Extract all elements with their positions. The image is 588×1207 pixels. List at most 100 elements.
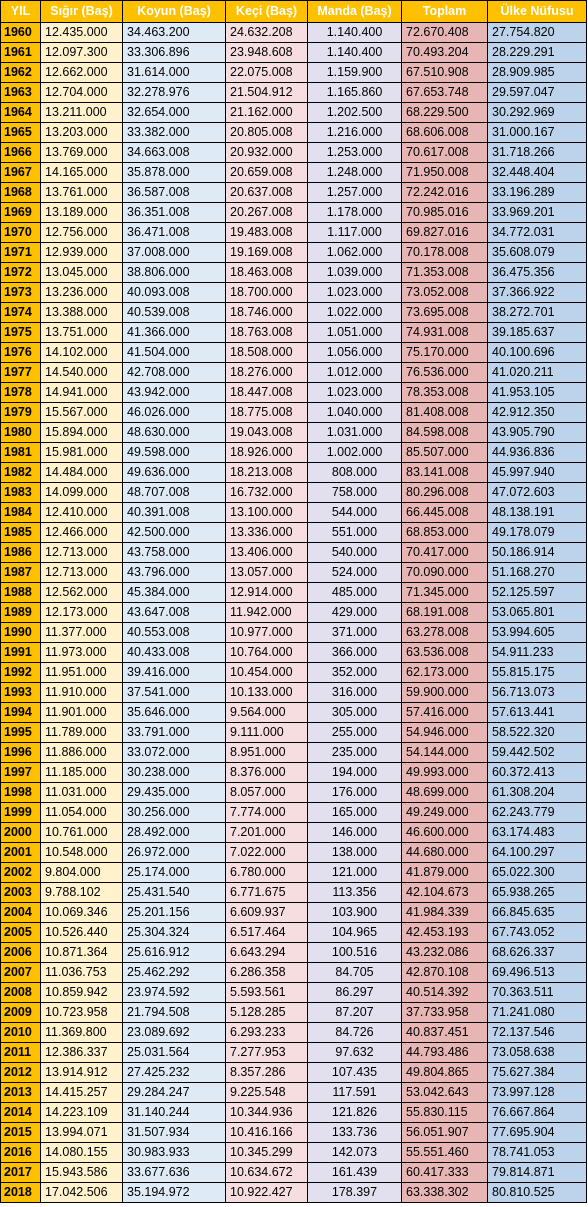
table-row: 1991 11.973.000 40.433.008 10.764.000 366.00… <box>0 642 587 663</box>
population-cell: 76.667.864 <box>487 1102 587 1123</box>
sheep-cell: 40.093.008 <box>122 282 226 303</box>
population-cell: 41.020.211 <box>487 362 587 383</box>
buffalo-cell: 366.000 <box>307 642 402 663</box>
goat-cell: 6.517.464 <box>225 922 308 943</box>
cattle-cell: 13.761.000 <box>40 182 123 203</box>
cattle-cell: 10.069.346 <box>40 902 123 923</box>
population-cell: 35.608.079 <box>487 242 587 263</box>
population-cell: 31.718.266 <box>487 142 587 163</box>
population-cell: 38.272.701 <box>487 302 587 323</box>
buffalo-cell: 305.000 <box>307 702 402 723</box>
population-cell: 56.713.073 <box>487 682 587 703</box>
goat-cell: 19.043.008 <box>225 422 308 443</box>
population-cell: 53.994.605 <box>487 622 587 643</box>
cattle-cell: 17.042.506 <box>40 1182 123 1203</box>
sheep-cell: 35.646.000 <box>122 702 226 723</box>
total-cell: 70.493.204 <box>401 42 488 63</box>
sheep-cell: 21.794.508 <box>122 1002 226 1023</box>
buffalo-cell: 1.022.000 <box>307 302 402 323</box>
total-cell: 53.042.643 <box>401 1082 488 1103</box>
goat-cell: 6.286.358 <box>225 962 308 983</box>
cattle-cell: 13.203.000 <box>40 122 123 143</box>
total-cell: 48.699.000 <box>401 782 488 803</box>
table-row: 2011 12.386.337 25.031.564 7.277.953 97.632 4… <box>0 1042 587 1063</box>
goat-cell: 8.951.000 <box>225 742 308 763</box>
total-cell: 42.870.108 <box>401 962 488 983</box>
year-cell: 1973 <box>0 282 41 303</box>
total-cell: 83.141.008 <box>401 462 488 483</box>
goat-cell: 19.169.008 <box>225 242 308 263</box>
sheep-cell: 38.806.000 <box>122 262 226 283</box>
cattle-cell: 12.386.337 <box>40 1042 123 1063</box>
goat-cell: 23.948.608 <box>225 42 308 63</box>
total-cell: 49.804.865 <box>401 1062 488 1083</box>
sheep-cell: 43.796.000 <box>122 562 226 583</box>
goat-cell: 5.593.561 <box>225 982 308 1003</box>
sheep-cell: 49.598.000 <box>122 442 226 463</box>
table-row: 1976 14.102.000 41.504.000 18.508.000 1.056.… <box>0 342 587 363</box>
population-cell: 73.997.128 <box>487 1082 587 1103</box>
cattle-cell: 13.914.912 <box>40 1062 123 1083</box>
buffalo-cell: 808.000 <box>307 462 402 483</box>
sheep-cell: 37.541.000 <box>122 682 226 703</box>
year-cell: 1992 <box>0 662 41 683</box>
total-cell: 73.695.008 <box>401 302 488 323</box>
column-header-cattle: Sığır (Baş) <box>40 0 123 23</box>
population-cell: 68.626.337 <box>487 942 587 963</box>
buffalo-cell: 176.000 <box>307 782 402 803</box>
buffalo-cell: 551.000 <box>307 522 402 543</box>
buffalo-cell: 194.000 <box>307 762 402 783</box>
buffalo-cell: 84.726 <box>307 1022 402 1043</box>
total-cell: 42.104.673 <box>401 882 488 903</box>
sheep-cell: 30.256.000 <box>122 802 226 823</box>
table-row: 1998 11.031.000 29.435.000 8.057.000 176.000… <box>0 782 587 803</box>
table-row: 1963 12.704.000 32.278.976 21.504.912 1.165.… <box>0 82 587 103</box>
population-cell: 58.522.320 <box>487 722 587 743</box>
cattle-cell: 13.189.000 <box>40 202 123 223</box>
year-cell: 1967 <box>0 162 41 183</box>
table-row: 1960 12.435.000 34.463.200 24.632.208 1.140.… <box>0 22 587 43</box>
goat-cell: 7.277.953 <box>225 1042 308 1063</box>
year-cell: 1969 <box>0 202 41 223</box>
population-cell: 65.938.265 <box>487 882 587 903</box>
sheep-cell: 25.431.540 <box>122 882 226 903</box>
total-cell: 68.606.008 <box>401 122 488 143</box>
cattle-cell: 15.894.000 <box>40 422 123 443</box>
goat-cell: 20.932.000 <box>225 142 308 163</box>
sheep-cell: 36.351.008 <box>122 202 226 223</box>
total-cell: 37.733.958 <box>401 1002 488 1023</box>
sheep-cell: 35.194.972 <box>122 1182 226 1203</box>
buffalo-cell: 117.591 <box>307 1082 402 1103</box>
total-cell: 49.993.000 <box>401 762 488 783</box>
population-cell: 40.100.696 <box>487 342 587 363</box>
table-row: 1962 12.662.000 31.614.000 22.075.008 1.159.… <box>0 62 587 83</box>
column-header-population: Ülke Nüfusu <box>487 0 587 23</box>
population-cell: 33.196.289 <box>487 182 587 203</box>
total-cell: 70.617.008 <box>401 142 488 163</box>
goat-cell: 10.454.000 <box>225 662 308 683</box>
total-cell: 49.249.000 <box>401 802 488 823</box>
year-cell: 1966 <box>0 142 41 163</box>
total-cell: 55.830.115 <box>401 1102 488 1123</box>
sheep-cell: 33.791.000 <box>122 722 226 743</box>
cattle-cell: 12.713.000 <box>40 542 123 563</box>
population-cell: 49.178.079 <box>487 522 587 543</box>
goat-cell: 13.100.000 <box>225 502 308 523</box>
cattle-cell: 14.540.000 <box>40 362 123 383</box>
year-cell: 1975 <box>0 322 41 343</box>
total-cell: 74.931.008 <box>401 322 488 343</box>
total-cell: 62.173.000 <box>401 662 488 683</box>
cattle-cell: 11.369.800 <box>40 1022 123 1043</box>
table-row: 2009 10.723.958 21.794.508 5.128.285 87.207 3… <box>0 1002 587 1023</box>
population-cell: 77.695.904 <box>487 1122 587 1143</box>
cattle-cell: 10.526.440 <box>40 922 123 943</box>
total-cell: 63.278.008 <box>401 622 488 643</box>
sheep-cell: 32.278.976 <box>122 82 226 103</box>
cattle-cell: 10.871.364 <box>40 942 123 963</box>
goat-cell: 18.746.000 <box>225 302 308 323</box>
sheep-cell: 39.416.000 <box>122 662 226 683</box>
population-cell: 39.185.637 <box>487 322 587 343</box>
table-row: 2015 13.994.071 31.507.934 10.416.166 133.73… <box>0 1122 587 1143</box>
table-row: 2002 9.804.000 25.174.000 6.780.000 121.000 4… <box>0 862 587 883</box>
sheep-cell: 25.174.000 <box>122 862 226 883</box>
